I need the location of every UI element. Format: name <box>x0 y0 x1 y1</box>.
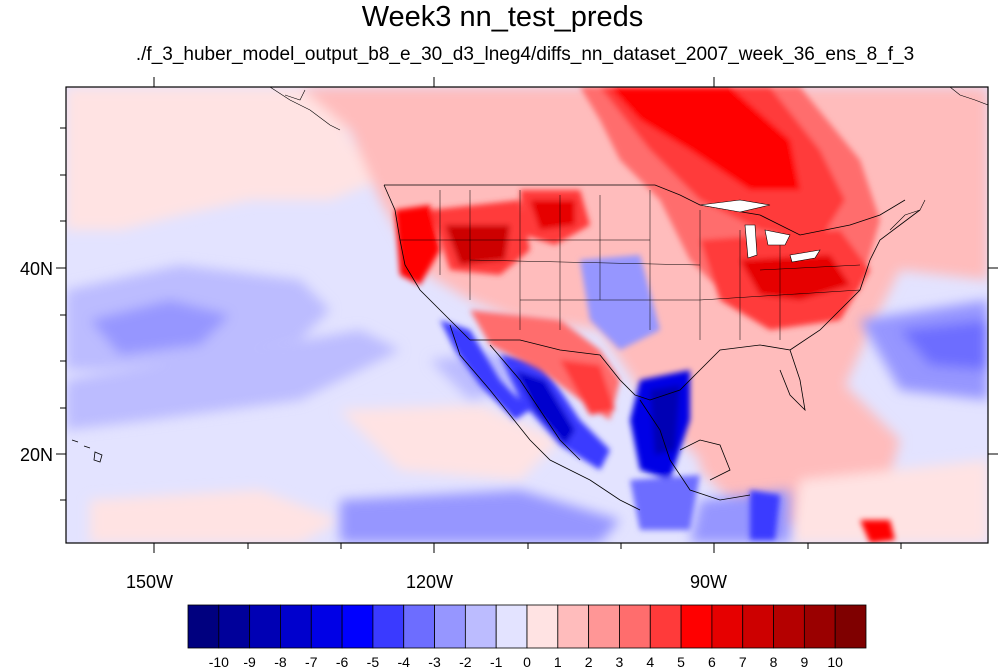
political-boundaries <box>383 184 921 511</box>
colorbar-swatch <box>218 604 251 649</box>
colorbar-label: 10 <box>827 654 843 670</box>
colorbar-label: -7 <box>305 654 318 670</box>
colorbar-label: -1 <box>489 654 503 670</box>
colorbar-swatch <box>588 604 620 649</box>
colorbar-label: 8 <box>769 654 778 670</box>
lat-label-40n: 40N <box>20 259 54 279</box>
hawaii-islands <box>71 439 103 463</box>
colorbar <box>187 604 867 649</box>
colorbar-label: 3 <box>615 654 624 670</box>
colorbar-swatch <box>464 604 497 649</box>
colorbar-swatch <box>187 604 220 649</box>
canada-coastline <box>269 87 988 231</box>
colorbar-swatch <box>249 604 281 649</box>
lon-label-90w: 90W <box>690 572 728 592</box>
colorbar-label: 4 <box>646 654 655 670</box>
colorbar-swatch <box>834 604 867 649</box>
colorbar-swatch <box>434 604 466 649</box>
colorbar-swatch <box>310 604 343 649</box>
colorbar-swatch <box>773 604 805 649</box>
chart-subtitle: ./f_3_huber_model_output_b8_e_30_d3_lneg… <box>135 44 915 65</box>
lon-label-150w: 150W <box>126 572 174 592</box>
colorbar-swatch <box>280 604 312 649</box>
colorbar-label: 9 <box>800 654 809 670</box>
colorbar-label: -4 <box>397 654 410 670</box>
colorbar-swatch <box>803 604 836 649</box>
colorbar-swatch <box>341 604 374 649</box>
colorbar-label: -6 <box>335 654 349 670</box>
colorbar-label: 7 <box>738 654 747 670</box>
colorbar-label: 0 <box>523 654 531 670</box>
colorbar-label: -8 <box>274 654 287 670</box>
colorbar-swatch <box>742 604 774 649</box>
lat-label-20n: 20N <box>20 445 54 465</box>
colorbar-swatch <box>372 604 405 649</box>
colorbar-label: -3 <box>428 654 441 670</box>
colorbar-swatch <box>680 604 713 649</box>
colorbar-label: -5 <box>366 654 380 670</box>
colorbar-swatch <box>557 604 590 649</box>
colorbar-swatch <box>526 604 559 649</box>
colorbar-swatch <box>619 604 651 649</box>
colorbar-label: 5 <box>677 654 685 670</box>
map-field <box>66 87 988 543</box>
colorbar-swatch <box>649 604 682 649</box>
state-boundaries <box>400 190 861 340</box>
colorbar-label: 6 <box>708 654 716 670</box>
colorbar-label: -2 <box>459 654 472 670</box>
colorbar-swatch <box>711 604 744 649</box>
colorbar-label: -9 <box>243 654 256 670</box>
colorbar-swatch <box>403 604 435 649</box>
anomaly-strong-negative <box>440 255 780 540</box>
colorbar-swatch <box>495 604 528 649</box>
colorbar-label: 1 <box>553 654 562 670</box>
lon-label-120w: 120W <box>406 572 454 592</box>
colorbar-label: -10 <box>208 654 229 670</box>
colorbar-label: 2 <box>584 654 593 670</box>
axis-ticks <box>56 77 998 553</box>
chart-title: Week3 nn_test_preds <box>361 1 644 33</box>
great-lakes <box>699 199 821 263</box>
